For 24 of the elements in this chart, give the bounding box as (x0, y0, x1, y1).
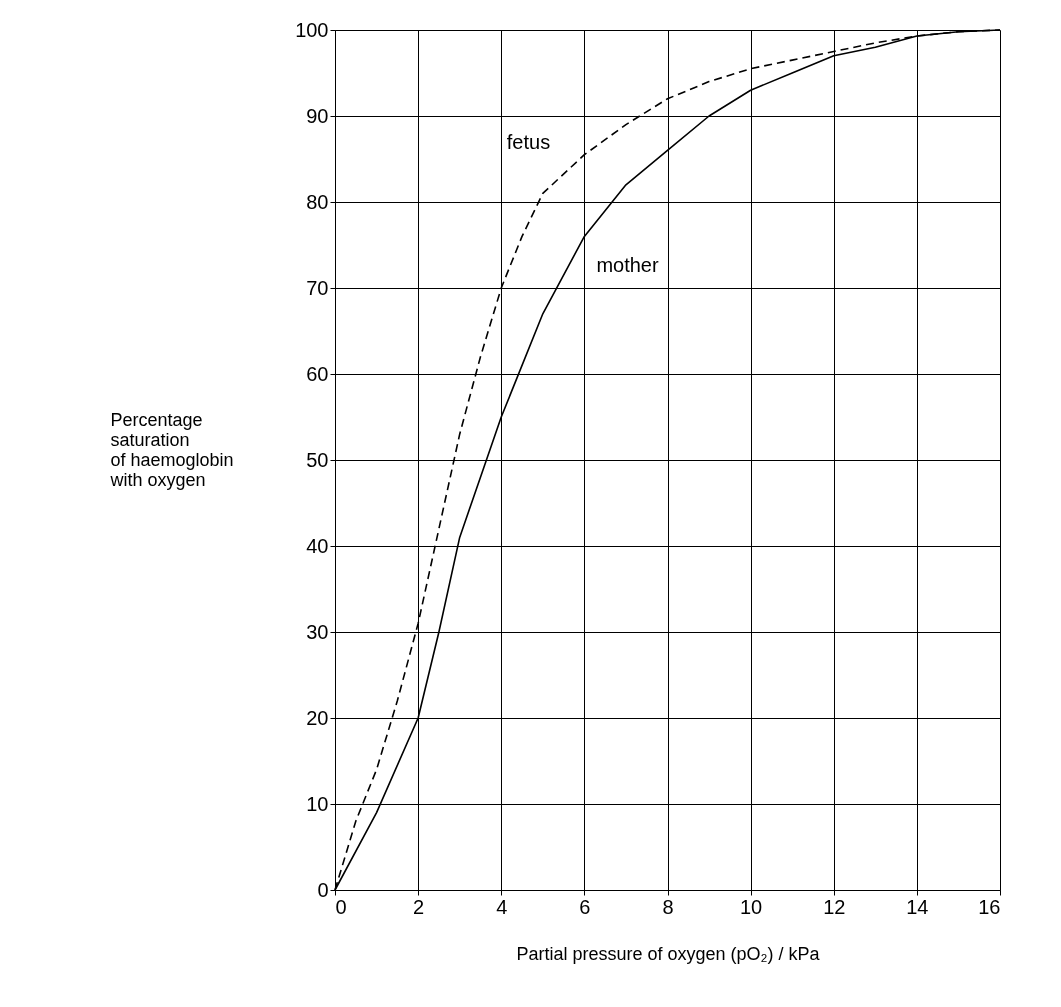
y-tick-label: 20 (306, 706, 329, 729)
y-tick-label: 90 (306, 104, 329, 127)
y-tick-label: 70 (306, 276, 329, 299)
x-tick-label: 12 (823, 895, 846, 918)
x-tick-label: 10 (740, 895, 763, 918)
x-tick-label: 4 (496, 895, 508, 918)
y-tick-label: 0 (317, 878, 329, 901)
x-tick-label: 16 (978, 895, 1001, 918)
y-tick-label: 60 (306, 362, 329, 385)
y-tick-label: 50 (306, 448, 329, 471)
y-tick-label: 30 (306, 620, 329, 643)
x-tick-label: 14 (906, 895, 929, 918)
series-label: mother (596, 254, 659, 277)
y-tick-label: 10 (306, 792, 329, 815)
x-axis-title: Partial pressure of oxygen (pO₂) / kPa (516, 943, 821, 964)
y-axis-title: Percentage saturation of haemoglobin with oxygen (109, 409, 234, 490)
x-tick-label: 8 (662, 895, 674, 918)
x-tick-label: 0 (335, 895, 347, 918)
x-tick-label: 2 (413, 895, 425, 918)
y-tick-label: 40 (306, 534, 329, 557)
y-tick-label: 80 (306, 190, 329, 213)
series-label: fetus (506, 131, 551, 154)
x-tick-label: 6 (579, 895, 591, 918)
y-tick-label: 100 (295, 18, 329, 41)
